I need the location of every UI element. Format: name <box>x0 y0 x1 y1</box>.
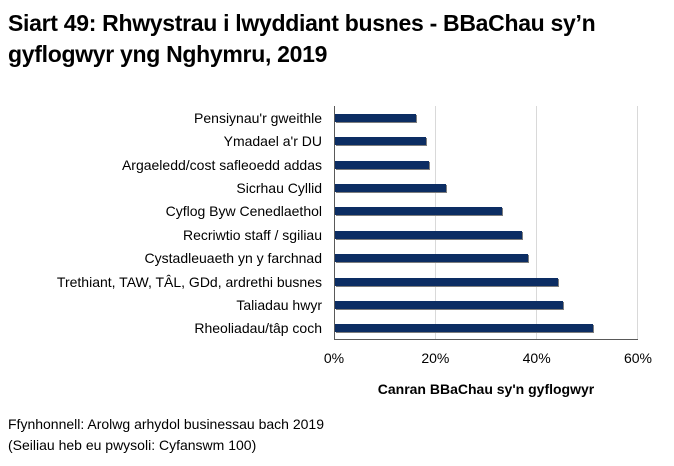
category-label: Trethiant, TAW, TÂL, GDd, ardrethi busne… <box>56 273 322 290</box>
bar <box>335 230 523 239</box>
x-tick-label: 20% <box>421 350 450 366</box>
category-label: Rheoliadau/tâp coch <box>194 320 322 337</box>
bar <box>335 160 429 169</box>
category-label: Recriwtio staff / sgiliau <box>182 226 322 243</box>
bar <box>335 277 558 286</box>
chart-title: Siart 49: Rhwystrau i lwyddiant busnes -… <box>8 10 596 67</box>
y-axis-line <box>334 106 335 340</box>
gridline-60 <box>637 106 638 340</box>
category-label: Pensiynau'r gweithle <box>194 109 322 126</box>
bar <box>335 137 427 146</box>
category-label: Argaeledd/cost safleoedd addas <box>121 156 322 173</box>
base-note: (Seiliau heb eu pwysoli: Cyfanswm 100) <box>8 437 257 453</box>
bar <box>335 207 503 216</box>
bar <box>335 113 417 122</box>
category-label: Sicrhau Cyllid <box>236 179 322 196</box>
x-tick-label: 40% <box>522 350 551 366</box>
category-label: Taliadau hwyr <box>236 296 322 313</box>
gridline-20 <box>435 106 436 340</box>
x-axis-line <box>334 339 638 340</box>
source-note: Ffynhonnell: Arolwg arhydol businessau b… <box>8 416 324 432</box>
gridline-40 <box>536 106 537 340</box>
x-axis-title: Canran BBaChau sy'n gyflogwyr <box>377 381 595 397</box>
category-label: Cyflog Byw Cenedlaethol <box>165 203 322 220</box>
category-label: Ymadael a'r DU <box>223 133 322 150</box>
x-tick-label: 0% <box>323 350 345 366</box>
bar <box>335 324 594 333</box>
bar <box>335 300 563 309</box>
plot-area <box>334 106 638 340</box>
x-tick-label: 60% <box>623 350 653 366</box>
category-label: Cystadleuaeth yn y farchnad <box>144 250 322 267</box>
bar <box>335 254 528 263</box>
bar <box>335 183 447 192</box>
